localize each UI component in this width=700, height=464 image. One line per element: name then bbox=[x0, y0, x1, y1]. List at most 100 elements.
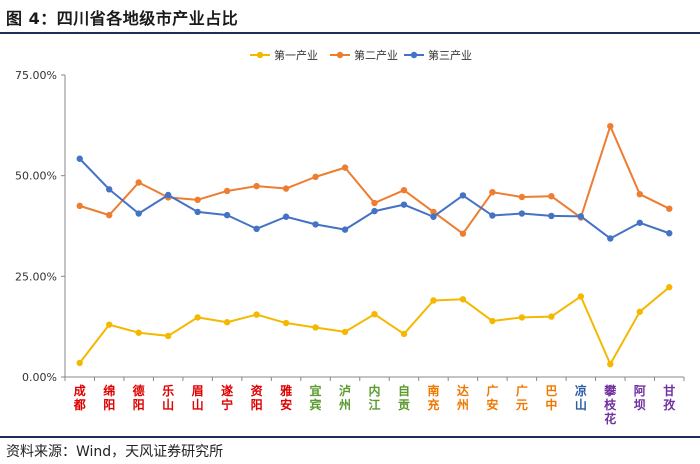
x-tick-label: 巴中 bbox=[545, 384, 557, 412]
x-tick-label: 雅安 bbox=[279, 383, 292, 412]
x-tick-label: 甘孜 bbox=[663, 383, 676, 412]
series-1-point bbox=[253, 311, 260, 318]
series-1-point bbox=[135, 329, 142, 336]
series-3-point bbox=[135, 210, 142, 217]
series-3-point bbox=[636, 219, 643, 226]
x-tick-label: 广安 bbox=[486, 383, 498, 412]
series-layer bbox=[76, 122, 673, 368]
chart-axes: 0.00% 25.00% 50.00% 75.00% bbox=[15, 69, 685, 384]
y-tick-label: 0.00% bbox=[22, 371, 57, 384]
series-3-point bbox=[371, 207, 378, 215]
series-3-point bbox=[430, 213, 437, 220]
title-divider bbox=[0, 32, 700, 34]
series-1-point bbox=[76, 359, 83, 367]
x-tick-label: 凉山 bbox=[575, 383, 587, 412]
series-1-point bbox=[459, 296, 467, 303]
series-3-point bbox=[106, 186, 113, 193]
x-tick-label: 遂宁 bbox=[221, 383, 233, 412]
series-1-point bbox=[223, 319, 231, 326]
series-3-point bbox=[459, 192, 467, 199]
series-1-point bbox=[341, 328, 349, 336]
series-2-point bbox=[341, 164, 349, 171]
legend-label: 第二产业 bbox=[354, 48, 398, 62]
series-3-point bbox=[489, 212, 496, 219]
series-3-point bbox=[282, 213, 290, 220]
series-3-point bbox=[607, 235, 614, 242]
x-tick-label: 阿坝 bbox=[634, 384, 646, 412]
series-2-point bbox=[607, 122, 614, 130]
series-2-point bbox=[636, 190, 643, 198]
legend-swatch-marker bbox=[256, 51, 264, 59]
series-1-point bbox=[577, 293, 585, 300]
x-tick-label: 乐山 bbox=[162, 383, 174, 412]
series-1-point bbox=[312, 324, 319, 331]
series-2-point bbox=[430, 208, 437, 216]
series-3-point bbox=[577, 213, 585, 220]
x-tick-label: 资阳 bbox=[251, 383, 263, 412]
series-1-point bbox=[164, 332, 172, 340]
x-tick-label: 攀枝花 bbox=[603, 383, 617, 426]
series-1-point bbox=[282, 319, 290, 327]
x-tick-label: 南充 bbox=[427, 383, 439, 412]
series-1-point bbox=[607, 360, 614, 368]
series-1-point bbox=[636, 308, 643, 315]
y-tick-label: 75.00% bbox=[15, 69, 57, 82]
x-tick-label: 绵阳 bbox=[103, 383, 115, 412]
series-1-point bbox=[430, 297, 437, 304]
series-2-point bbox=[666, 205, 673, 212]
series-1-point bbox=[400, 330, 408, 338]
series-1-point bbox=[518, 314, 526, 321]
y-tick-label: 25.00% bbox=[15, 270, 57, 283]
series-2-point bbox=[194, 196, 201, 204]
series-3-point bbox=[164, 191, 172, 199]
series-2-point bbox=[312, 173, 319, 181]
series-1-point bbox=[194, 314, 201, 321]
series-3-point bbox=[518, 210, 526, 217]
series-2-point bbox=[371, 199, 378, 207]
series-2-point bbox=[400, 186, 408, 194]
chart-legend: 第一产业 第二产业 第三产业 bbox=[250, 48, 472, 62]
line-chart: 第一产业 第二产业 第三产业 0.00% 25.00% 50.00% 75.00% 成都绵… bbox=[15, 48, 685, 426]
series-3-point bbox=[341, 226, 349, 233]
series-1-point bbox=[371, 310, 378, 318]
series-2-point bbox=[548, 193, 555, 200]
series-1-point bbox=[548, 313, 555, 320]
series-3-point bbox=[312, 221, 319, 228]
series-2-point bbox=[76, 202, 83, 210]
legend-label: 第一产业 bbox=[274, 48, 318, 62]
series-2-point bbox=[489, 188, 496, 196]
series-3-point bbox=[666, 230, 673, 237]
x-tick-label: 广元 bbox=[516, 383, 528, 412]
source-note: 资料来源：Wind，天风证券研究所 bbox=[6, 444, 224, 460]
legend-label: 第三产业 bbox=[428, 48, 472, 62]
x-tick-label: 眉山 bbox=[192, 384, 204, 412]
series-2-point bbox=[282, 185, 290, 192]
series-2-point bbox=[518, 193, 526, 201]
series-3-point bbox=[223, 211, 231, 219]
x-tick-label: 达州 bbox=[456, 383, 469, 412]
x-tick-label: 德阳 bbox=[133, 383, 145, 412]
series-3-point bbox=[548, 212, 555, 220]
y-tick-label: 50.00% bbox=[15, 170, 57, 183]
x-tick-label: 泸州 bbox=[338, 383, 351, 412]
series-2-point bbox=[253, 182, 260, 190]
footer-divider bbox=[0, 436, 700, 438]
x-tick-label: 自贡 bbox=[398, 383, 410, 412]
series-2-point bbox=[459, 230, 467, 237]
series-2-point bbox=[106, 211, 113, 219]
x-tick-label: 成都 bbox=[73, 383, 86, 412]
series-3-point bbox=[76, 155, 83, 162]
legend-swatch-marker bbox=[336, 51, 344, 59]
series-3-point bbox=[253, 225, 260, 233]
legend-swatch-marker bbox=[410, 51, 418, 59]
figure-title: 图 4：四川省各地级市产业占比 bbox=[6, 9, 239, 28]
series-1-point bbox=[106, 321, 113, 328]
series-3-point bbox=[400, 201, 408, 208]
series-2-point bbox=[223, 187, 231, 195]
series-2-point bbox=[135, 179, 142, 186]
series-1-point bbox=[489, 317, 496, 325]
series-1-point bbox=[666, 284, 673, 291]
x-tick-label: 宜宾 bbox=[310, 383, 322, 412]
series-3-point bbox=[194, 208, 201, 216]
